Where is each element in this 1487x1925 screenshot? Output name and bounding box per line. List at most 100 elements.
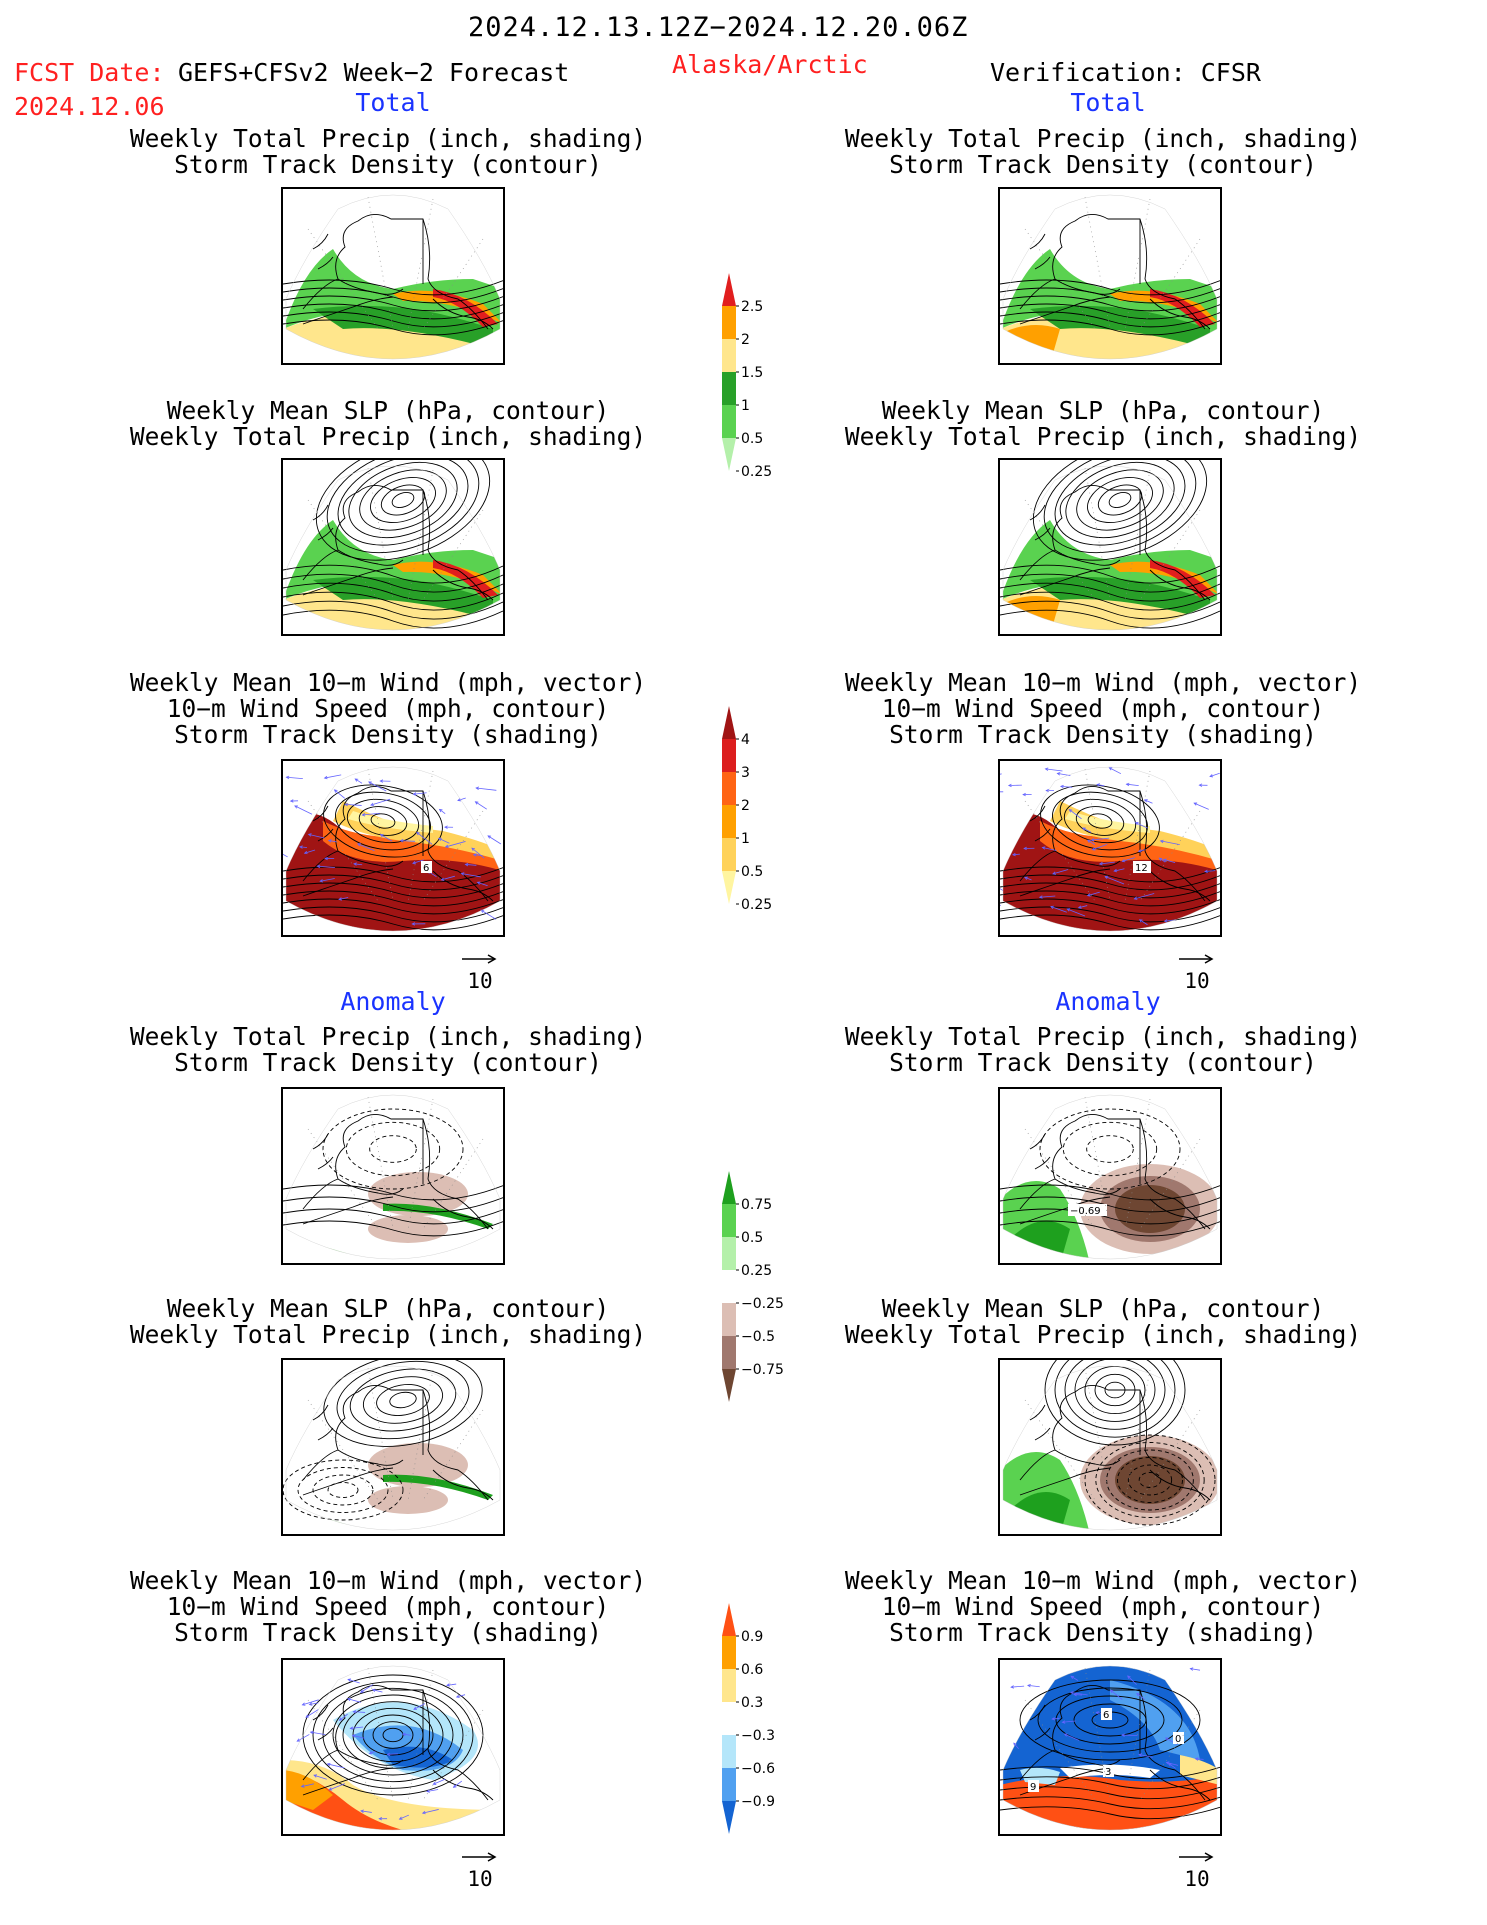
wind-vectors (283, 774, 502, 926)
contour-label: 9 (1030, 1782, 1036, 1793)
wind-vector (1000, 888, 1004, 891)
wind-vector (1110, 1689, 1123, 1700)
contour-line (372, 1721, 414, 1749)
wind-vector-head (1027, 1683, 1031, 1688)
coastline-path (1029, 504, 1051, 541)
contour-line (283, 609, 503, 629)
wind-vector-head (416, 831, 420, 836)
wind-vector (294, 805, 313, 815)
precip-shading (313, 576, 493, 620)
domain-outline (1002, 1665, 1218, 1831)
contour-label-bg (1133, 861, 1151, 873)
contour-line (1108, 492, 1132, 508)
contour-line (1037, 1687, 1183, 1753)
domain-outline (1002, 1094, 1218, 1260)
coastline-path (1019, 296, 1111, 325)
wind-vector (320, 878, 335, 882)
coastline-path (1019, 1385, 1206, 1501)
wind-vector-head (378, 1816, 383, 1821)
precip-anomaly-shading (368, 1486, 448, 1514)
wind-vector-head (338, 1717, 343, 1721)
wind-vector-head (446, 1683, 450, 1687)
contour-line (323, 1360, 483, 1447)
wind-vector-head (294, 805, 298, 809)
contour-line (283, 319, 503, 336)
contour-line (348, 461, 458, 539)
map-verif-anom-slp (998, 1358, 1222, 1536)
coastline-path (1019, 485, 1206, 601)
wind-vector-head (1069, 1691, 1074, 1695)
panel-title-line: Weekly Mean 10−m Wind (mph, vector) (844, 1566, 1362, 1595)
precip-shading (1030, 576, 1210, 620)
contour-line (312, 1681, 474, 1789)
contour-line (1000, 1208, 1220, 1225)
precip-shading (313, 305, 493, 349)
coastline (1019, 1114, 1211, 1230)
wind-vector (413, 1703, 426, 1710)
wind-vector (329, 1783, 346, 1791)
wind-vector-head (444, 825, 448, 829)
wind-vector-head (1041, 846, 1046, 850)
colorbar-segment (722, 772, 736, 805)
wind-vector-head (1133, 896, 1138, 900)
fcst-date-label: FCST Date: (14, 58, 165, 87)
contour-line (336, 1360, 470, 1440)
contour-line (1084, 1365, 1146, 1415)
wind-vector-head (472, 853, 477, 857)
coastline-path (302, 1385, 489, 1501)
contour-line (312, 1474, 374, 1506)
coastline-path (337, 1749, 404, 1766)
coastline-path (432, 1198, 494, 1230)
wind-vector-head (1090, 838, 1095, 842)
wind-vector-head (1077, 905, 1082, 909)
contour-line (283, 1220, 503, 1237)
coastline-path (302, 214, 489, 330)
wind-vector-head (464, 862, 469, 867)
contour-group (302, 1674, 484, 1796)
wind-vector (372, 1689, 383, 1693)
panel-title-line: Weekly Mean 10−m Wind (mph, vector) (844, 668, 1362, 697)
wind-vector-head (346, 1697, 351, 1702)
contour-label: 0 (1175, 1734, 1181, 1745)
colorbar-segment (722, 1204, 736, 1237)
contour-line (1097, 484, 1143, 516)
wind-vector-head (1204, 869, 1208, 874)
contour-line (382, 1727, 404, 1743)
contour-label-bg (1173, 1732, 1184, 1744)
coastline-path (302, 1767, 394, 1796)
contour-line (1063, 798, 1137, 844)
wind-vector-head (1070, 1675, 1075, 1680)
wind-vector (345, 803, 362, 806)
contour-line (1106, 1449, 1194, 1511)
contour-line (362, 1714, 424, 1756)
wind-vector-head (1165, 1737, 1169, 1741)
wind-vector-head (411, 922, 416, 926)
contour-line (1000, 573, 1220, 593)
colorbar-segment (722, 405, 736, 438)
wind-vector (1082, 827, 1092, 833)
wind-vector-head (455, 1694, 460, 1699)
wind-vector (1164, 919, 1176, 922)
contour-label: 6 (1103, 1710, 1109, 1721)
coastline-path (432, 298, 494, 330)
wind-vector (402, 1733, 411, 1736)
domain-outline (285, 1094, 501, 1260)
colorbar-tick-label: 0.25 (741, 897, 772, 913)
wind-vector-head (1038, 895, 1043, 899)
wind-vector-head (356, 843, 361, 847)
coastline-path (1029, 1404, 1051, 1441)
contour-line (1087, 813, 1113, 829)
coastline-path (1149, 1198, 1211, 1230)
wind-vector-head (1024, 876, 1028, 880)
panel-title-line: 10−m Wind Speed (mph, contour) (881, 1592, 1325, 1621)
contour-label: 3 (1105, 1767, 1111, 1778)
wind-vector-head (1134, 822, 1139, 826)
wind-vector-head (401, 1732, 406, 1737)
wind-vector (296, 1734, 310, 1742)
precip-anomaly-shading (1115, 1185, 1185, 1233)
section-total-forecast: Total (355, 88, 431, 117)
contour-line (1043, 460, 1197, 554)
wind-vector-head (1194, 1757, 1199, 1761)
map-canvas (285, 1665, 501, 1831)
coastline-path (432, 1769, 494, 1801)
